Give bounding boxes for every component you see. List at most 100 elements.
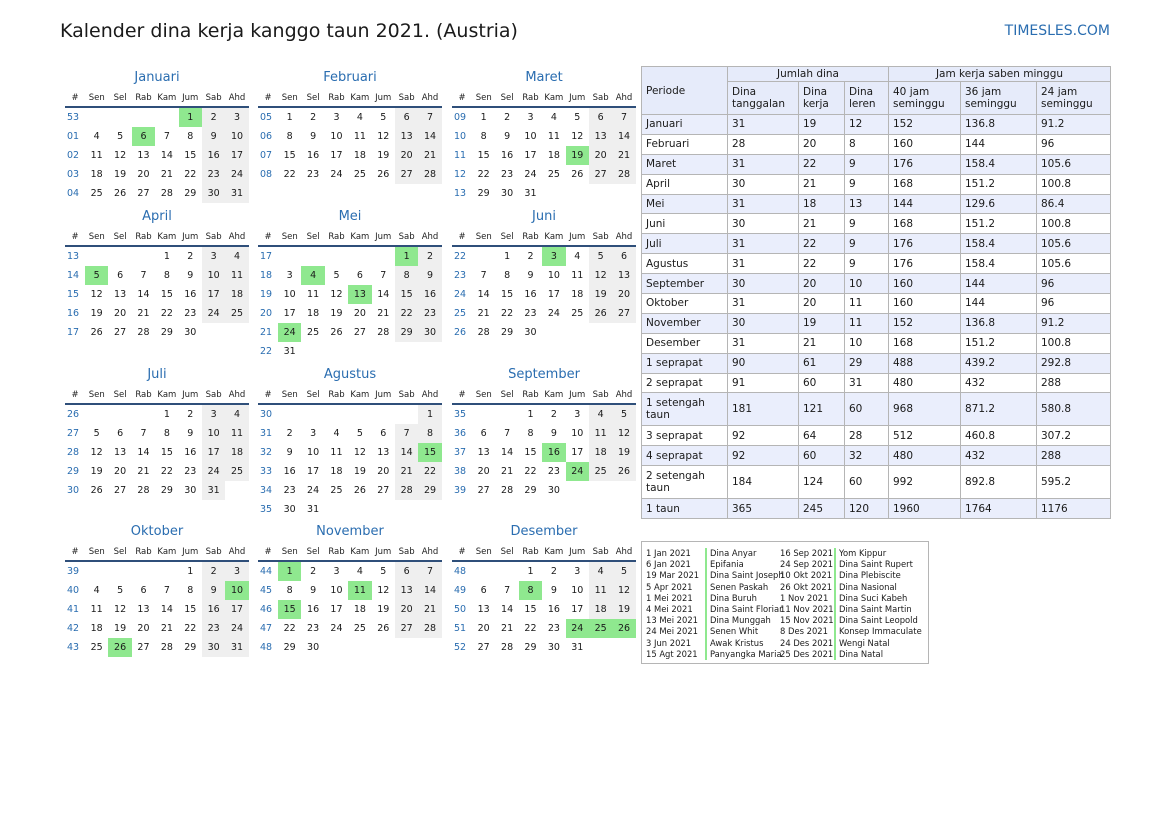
day-cell: 10	[571, 428, 584, 439]
day-cell: 26	[588, 304, 613, 323]
week-number: 30	[67, 485, 80, 496]
summary-value: 144	[960, 293, 1037, 314]
weekday-label: Sen	[475, 231, 492, 242]
day-cell	[155, 562, 178, 581]
week-number: 28	[67, 447, 80, 458]
summary-value: 1764	[960, 498, 1037, 520]
day-cell: 18	[588, 600, 613, 619]
summary-value: 100.8	[1036, 173, 1111, 195]
weekday-label: #	[264, 231, 272, 242]
day-cell: 7	[504, 585, 511, 596]
summary-value: 12	[844, 114, 889, 135]
summary-value: 31	[727, 193, 799, 215]
day-cell	[372, 247, 395, 266]
day-cell: 8	[286, 131, 293, 142]
brand-link[interactable]: TIMESLES.COM	[1004, 23, 1110, 39]
summary-value: 580.8	[1036, 392, 1111, 427]
day-cell: 28	[160, 188, 173, 199]
summary-value: 136.8	[960, 114, 1037, 135]
summary-value: 60	[798, 372, 845, 394]
week-row: 52 27 28 29 30 31	[452, 638, 636, 657]
holiday-name: Dina Buruh	[705, 592, 783, 604]
week-row: 07 15 16 17 18 19 20 21	[258, 146, 442, 165]
day-cell: 18	[353, 604, 366, 615]
day-cell: 13	[394, 581, 419, 600]
holiday-name: Dina Saint Leopold	[834, 615, 926, 627]
week-row: 38 20 21 22 23 24 25 26	[452, 462, 636, 481]
period-label: Oktober	[641, 293, 728, 314]
weekday-label: Sab	[398, 546, 415, 557]
week-number: 43	[67, 642, 80, 653]
day-cell: 23	[501, 169, 514, 180]
week-row: 53 1 2 3	[65, 108, 249, 127]
day-cell: 8	[163, 270, 170, 281]
day-cell: 24	[307, 485, 320, 496]
summary-value: 992	[888, 465, 961, 500]
day-cell: 9	[286, 447, 293, 458]
holiday-date: 6 Jan 2021	[646, 559, 691, 570]
day-cell: 9	[201, 127, 226, 146]
summary-value: 480	[888, 372, 961, 394]
month-title: Maret	[525, 70, 563, 85]
holiday-day-cell: 5	[85, 266, 109, 285]
weekday-label: Kam	[157, 231, 177, 242]
day-cell: 27	[137, 642, 150, 653]
period-label: Desember	[641, 332, 728, 354]
weekday-label: Sel	[306, 389, 320, 400]
day-cell: 10	[330, 131, 343, 142]
holiday-day-cell: 25	[588, 619, 613, 638]
day-cell: 1	[527, 566, 534, 577]
week-row: 30 1	[258, 405, 442, 424]
day-cell: 4	[356, 112, 363, 123]
week-number: 53	[67, 112, 80, 123]
day-cell	[325, 500, 348, 519]
day-cell: 1	[480, 112, 487, 123]
holiday-name: Dina Suci Kabeh	[834, 592, 926, 604]
holiday-day-cell: 24	[565, 619, 589, 638]
period-label: 2 seprapat	[641, 372, 728, 394]
holiday-date: 5 Apr 2021	[646, 581, 693, 592]
week-row: 41 11 12 13 14 15 16 17	[65, 600, 249, 619]
summary-row: September 30 20 10 160 144 96	[641, 273, 1111, 295]
weekday-header: # Sen Sel Rab Kam Jum Sab Ahd	[65, 89, 249, 108]
day-cell: 13	[394, 127, 419, 146]
weekday-label: Jum	[569, 546, 586, 557]
day-cell: 4	[574, 251, 581, 262]
month-september: September # Sen Sel Rab Kam Jum Sab Ahd 35 1 2 3 4 5 36…	[452, 364, 636, 500]
day-cell: 27	[477, 642, 490, 653]
day-cell: 28	[160, 642, 173, 653]
day-cell: 20	[612, 285, 636, 304]
summary-value: 184	[727, 465, 799, 500]
day-cell: 11	[330, 447, 343, 458]
day-cell	[589, 323, 612, 342]
weekday-label: Kam	[544, 546, 564, 557]
month-juni: Juni # Sen Sel Rab Kam Jum Sab Ahd 22 1 2 3 4 5 6 23 7 8 9 1…	[452, 206, 636, 342]
weekday-label: #	[458, 92, 466, 103]
weekday-label: Ahd	[228, 92, 246, 103]
week-number: 37	[454, 447, 467, 458]
day-cell: 21	[418, 600, 442, 619]
summary-value: 105.6	[1036, 233, 1111, 255]
day-cell	[542, 184, 565, 203]
day-cell: 22	[184, 623, 197, 634]
holiday-name: Dina Munggah	[705, 615, 783, 627]
day-cell: 2	[187, 251, 194, 262]
summary-value: 100.8	[1036, 213, 1111, 235]
day-cell: 13	[612, 266, 636, 285]
day-cell: 3	[333, 566, 340, 577]
holiday-date: 16 Sep 2021	[780, 548, 834, 558]
period-label: Juli	[641, 233, 728, 255]
week-row: 27 5 6 7 8 9 10 11	[65, 424, 249, 443]
summary-value: 96	[1036, 133, 1111, 155]
day-cell: 20	[477, 623, 490, 634]
day-cell: 26	[330, 327, 343, 338]
day-cell: 9	[550, 428, 557, 439]
holiday-names-col-1: Dina Anyar Epifania Dina Saint Joseph Senen…	[705, 548, 783, 660]
day-cell	[348, 500, 371, 519]
week-row: 26 28 29 30	[452, 323, 636, 342]
holiday-day-cell: 11	[348, 581, 372, 600]
day-cell: 18	[90, 169, 103, 180]
holiday-day-cell: 1	[394, 247, 419, 266]
summary-row: 3 seprapat 92 64 28 512 460.8 307.2	[641, 425, 1111, 447]
holiday-name: Dina Plebiscite	[834, 570, 926, 582]
